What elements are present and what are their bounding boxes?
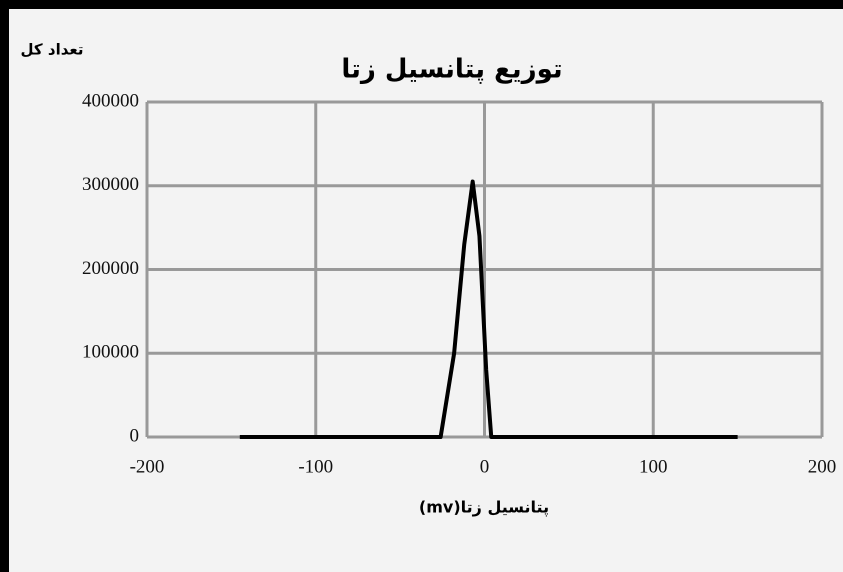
- y-tick-label: 100000: [82, 342, 139, 363]
- chart-title: توزیع پتانسیل زتا: [341, 55, 562, 85]
- top-border: [0, 0, 843, 9]
- y-tick-label: 300000: [82, 174, 139, 195]
- x-tick-label: 200: [808, 456, 837, 477]
- x-tick-label: -200: [130, 456, 165, 477]
- y-axis-label: تعداد کل: [21, 41, 84, 59]
- y-tick-label: 200000: [82, 258, 139, 279]
- x-tick-label: 0: [480, 456, 490, 477]
- x-tick-label: 100: [639, 456, 668, 477]
- x-axis-label: (mv)پتانسیل زتا: [419, 498, 549, 518]
- x-tick-label: -100: [298, 456, 333, 477]
- y-tick-label: 0: [130, 425, 140, 446]
- left-border: [0, 0, 9, 572]
- data-line: [239, 179, 738, 439]
- y-tick-label: 400000: [82, 90, 139, 111]
